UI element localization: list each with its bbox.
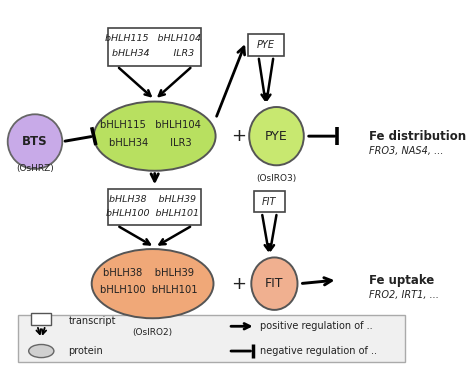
Text: (OsIRO2): (OsIRO2) xyxy=(133,328,173,337)
Text: bHLH115   bHLH104: bHLH115 bHLH104 xyxy=(100,120,201,130)
Text: FIT: FIT xyxy=(262,197,277,207)
Text: FRO2, IRT1, ...: FRO2, IRT1, ... xyxy=(369,290,439,300)
Text: protein: protein xyxy=(69,346,103,356)
Bar xyxy=(109,189,201,225)
Bar xyxy=(18,315,405,362)
Text: bHLH100  bHLH101: bHLH100 bHLH101 xyxy=(100,285,197,295)
Text: bHLH115   bHLH104: bHLH115 bHLH104 xyxy=(105,34,201,43)
Text: bHLH34       ILR3: bHLH34 ILR3 xyxy=(109,138,192,148)
Ellipse shape xyxy=(249,107,304,165)
Text: transcript: transcript xyxy=(69,316,116,326)
Bar xyxy=(109,28,201,66)
Text: +: + xyxy=(231,275,246,292)
Text: +: + xyxy=(231,127,246,145)
Text: (OsHRZ): (OsHRZ) xyxy=(16,164,54,174)
Bar xyxy=(254,191,285,212)
Bar xyxy=(248,34,284,56)
Text: bHLH34        ILR3: bHLH34 ILR3 xyxy=(111,49,194,58)
Ellipse shape xyxy=(29,345,54,357)
Text: negative regulation of ..: negative regulation of .. xyxy=(260,346,377,356)
Text: positive regulation of ..: positive regulation of .. xyxy=(260,321,372,331)
Text: PYE: PYE xyxy=(265,130,288,143)
Text: PYE: PYE xyxy=(257,40,275,50)
Text: (OsIRO3): (OsIRO3) xyxy=(256,174,297,182)
Text: bHLH100  bHLH101: bHLH100 bHLH101 xyxy=(106,209,199,218)
Ellipse shape xyxy=(94,102,216,171)
Text: BTS: BTS xyxy=(22,135,48,148)
Text: FRO3, NAS4, ...: FRO3, NAS4, ... xyxy=(369,146,443,156)
Text: bHLH38    bHLH39: bHLH38 bHLH39 xyxy=(103,268,194,278)
Text: bHLH38    bHLH39: bHLH38 bHLH39 xyxy=(109,195,196,204)
Ellipse shape xyxy=(8,114,62,169)
Text: Fe uptake: Fe uptake xyxy=(369,273,434,287)
Ellipse shape xyxy=(251,257,298,310)
Text: FIT: FIT xyxy=(265,277,283,290)
Ellipse shape xyxy=(91,249,213,318)
Text: Fe distribution: Fe distribution xyxy=(369,130,466,143)
Bar xyxy=(31,313,51,325)
